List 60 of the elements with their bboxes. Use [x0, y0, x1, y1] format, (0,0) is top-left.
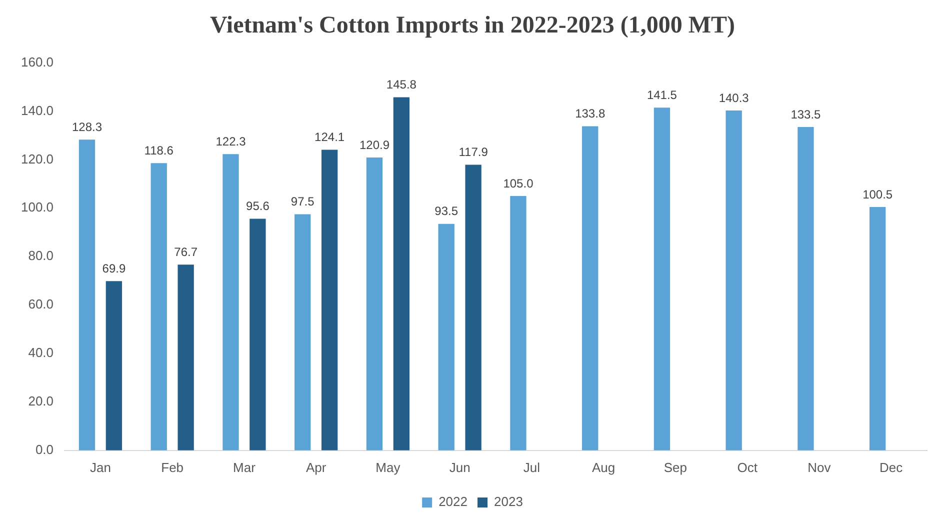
- data-label: 141.5: [646, 88, 678, 102]
- x-tick-label: Jun: [449, 460, 470, 475]
- y-tick-label: 60.0: [28, 296, 54, 312]
- bar: [726, 110, 742, 450]
- y-tick-label: 100.0: [20, 200, 54, 215]
- bar: [654, 108, 670, 450]
- bar: [78, 140, 96, 450]
- y-tick-label: 160.0: [20, 54, 54, 70]
- data-label: 117.9: [458, 145, 488, 160]
- bar: [510, 196, 526, 450]
- data-label: 105.0: [503, 176, 534, 190]
- y-tick-label: 0.0: [35, 442, 54, 457]
- data-label: 69.9: [102, 261, 126, 276]
- data-label: 118.6: [144, 143, 174, 158]
- data-label: 140.3: [718, 90, 750, 105]
- data-label: 133.5: [790, 107, 822, 122]
- y-tick-label: 40.0: [28, 345, 54, 360]
- bar: [222, 154, 239, 450]
- bar: [870, 206, 886, 450]
- data-label: 120.9: [359, 138, 390, 152]
- x-tick-label: Aug: [592, 460, 616, 475]
- y-tick-label: 20.0: [28, 394, 54, 409]
- x-tick-label: Jul: [523, 460, 540, 475]
- bar: [150, 163, 167, 450]
- bar: [178, 264, 194, 450]
- bar: [438, 224, 454, 450]
- y-tick-label: 120.0: [20, 151, 54, 166]
- y-tick-label: 140.0: [20, 102, 54, 118]
- data-label: 124.1: [314, 130, 345, 144]
- bar: [106, 281, 122, 450]
- x-tick-label: Oct: [737, 460, 758, 475]
- data-label: 93.5: [434, 204, 458, 218]
- chart-title: Vietnam's Cotton Imports in 2022-2023 (1,000 MT): [210, 12, 736, 39]
- bar: [294, 214, 311, 450]
- x-tick-label: Feb: [161, 460, 184, 475]
- legend-label: 2022: [438, 494, 468, 510]
- bar: [465, 164, 482, 450]
- legend-label: 2023: [494, 494, 523, 510]
- data-label: 145.8: [386, 78, 417, 92]
- bar: [321, 150, 338, 450]
- data-label: 76.7: [174, 244, 198, 259]
- data-label: 128.3: [72, 120, 102, 134]
- x-tick-label: Nov: [808, 460, 832, 475]
- bar: [582, 126, 598, 450]
- data-label: 133.8: [575, 106, 606, 121]
- x-tick-label: Apr: [306, 460, 327, 475]
- x-tick-label: Jan: [90, 460, 111, 475]
- data-label: 97.5: [290, 194, 315, 209]
- bar: [798, 126, 814, 450]
- x-tick-label: May: [376, 460, 401, 475]
- data-label: 122.3: [216, 134, 246, 148]
- bar: [393, 97, 410, 450]
- data-label: 95.6: [246, 199, 270, 214]
- x-tick-label: Mar: [233, 460, 256, 475]
- x-tick-label: Sep: [664, 460, 688, 475]
- x-tick-label: Dec: [880, 460, 904, 475]
- bar: [250, 218, 266, 450]
- y-tick-label: 80.0: [28, 248, 54, 264]
- bar: [366, 158, 383, 450]
- data-label: 100.5: [862, 187, 893, 202]
